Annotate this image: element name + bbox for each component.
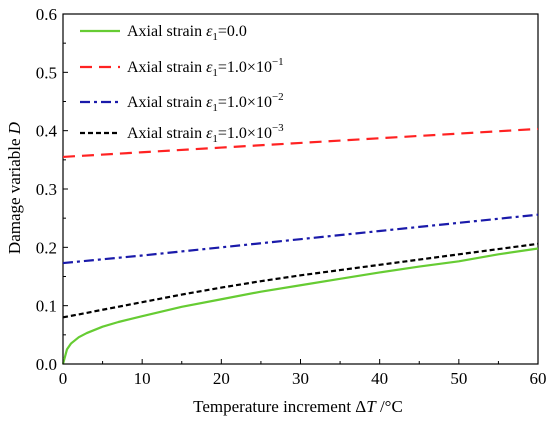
series-line-2 [62, 127, 539, 159]
axes-layer: 0 10 20 30 40 50 60 0.0 0.1 0.2 0.3 0.4 0.5 0.6 [36, 5, 547, 388]
series-line-1 [61, 247, 539, 365]
y-tick-label: 0.2 [36, 238, 57, 257]
series-line-4 [62, 242, 539, 319]
legend-label-3: Axial strain ε1=1.0×10−2 [127, 91, 284, 114]
x-tick-label: 0 [59, 369, 68, 388]
x-tick-label: 50 [450, 369, 467, 388]
legend-label-4: Axial strain ε1=1.0×10−3 [127, 122, 284, 145]
legend-label-1: Axial strain ε1=0.0 [127, 23, 247, 43]
x-tick-label: 10 [134, 369, 151, 388]
x-tick-label: 20 [213, 369, 230, 388]
legend: Axial strain ε1=0.0 Axial strain ε1=1.0×1… [80, 23, 284, 145]
y-tick-label: 0.6 [36, 5, 57, 24]
series-layer [61, 127, 539, 365]
series-line-3 [62, 213, 539, 265]
x-tick-label: 30 [292, 369, 309, 388]
y-tick-label: 0.3 [36, 180, 57, 199]
y-tick-label: 0.1 [36, 297, 57, 316]
x-axis-title: Temperature increment ΔT /°C [193, 397, 403, 416]
x-tick-label: 60 [530, 369, 547, 388]
x-tick-label: 40 [371, 369, 388, 388]
legend-label-2: Axial strain ε1=1.0×10−1 [127, 56, 284, 79]
y-tick-label: 0.4 [36, 122, 58, 141]
y-tick-label: 0.5 [36, 63, 57, 82]
y-tick-label: 0.0 [36, 355, 57, 374]
y-axis-title: Damage variable D [5, 121, 24, 254]
